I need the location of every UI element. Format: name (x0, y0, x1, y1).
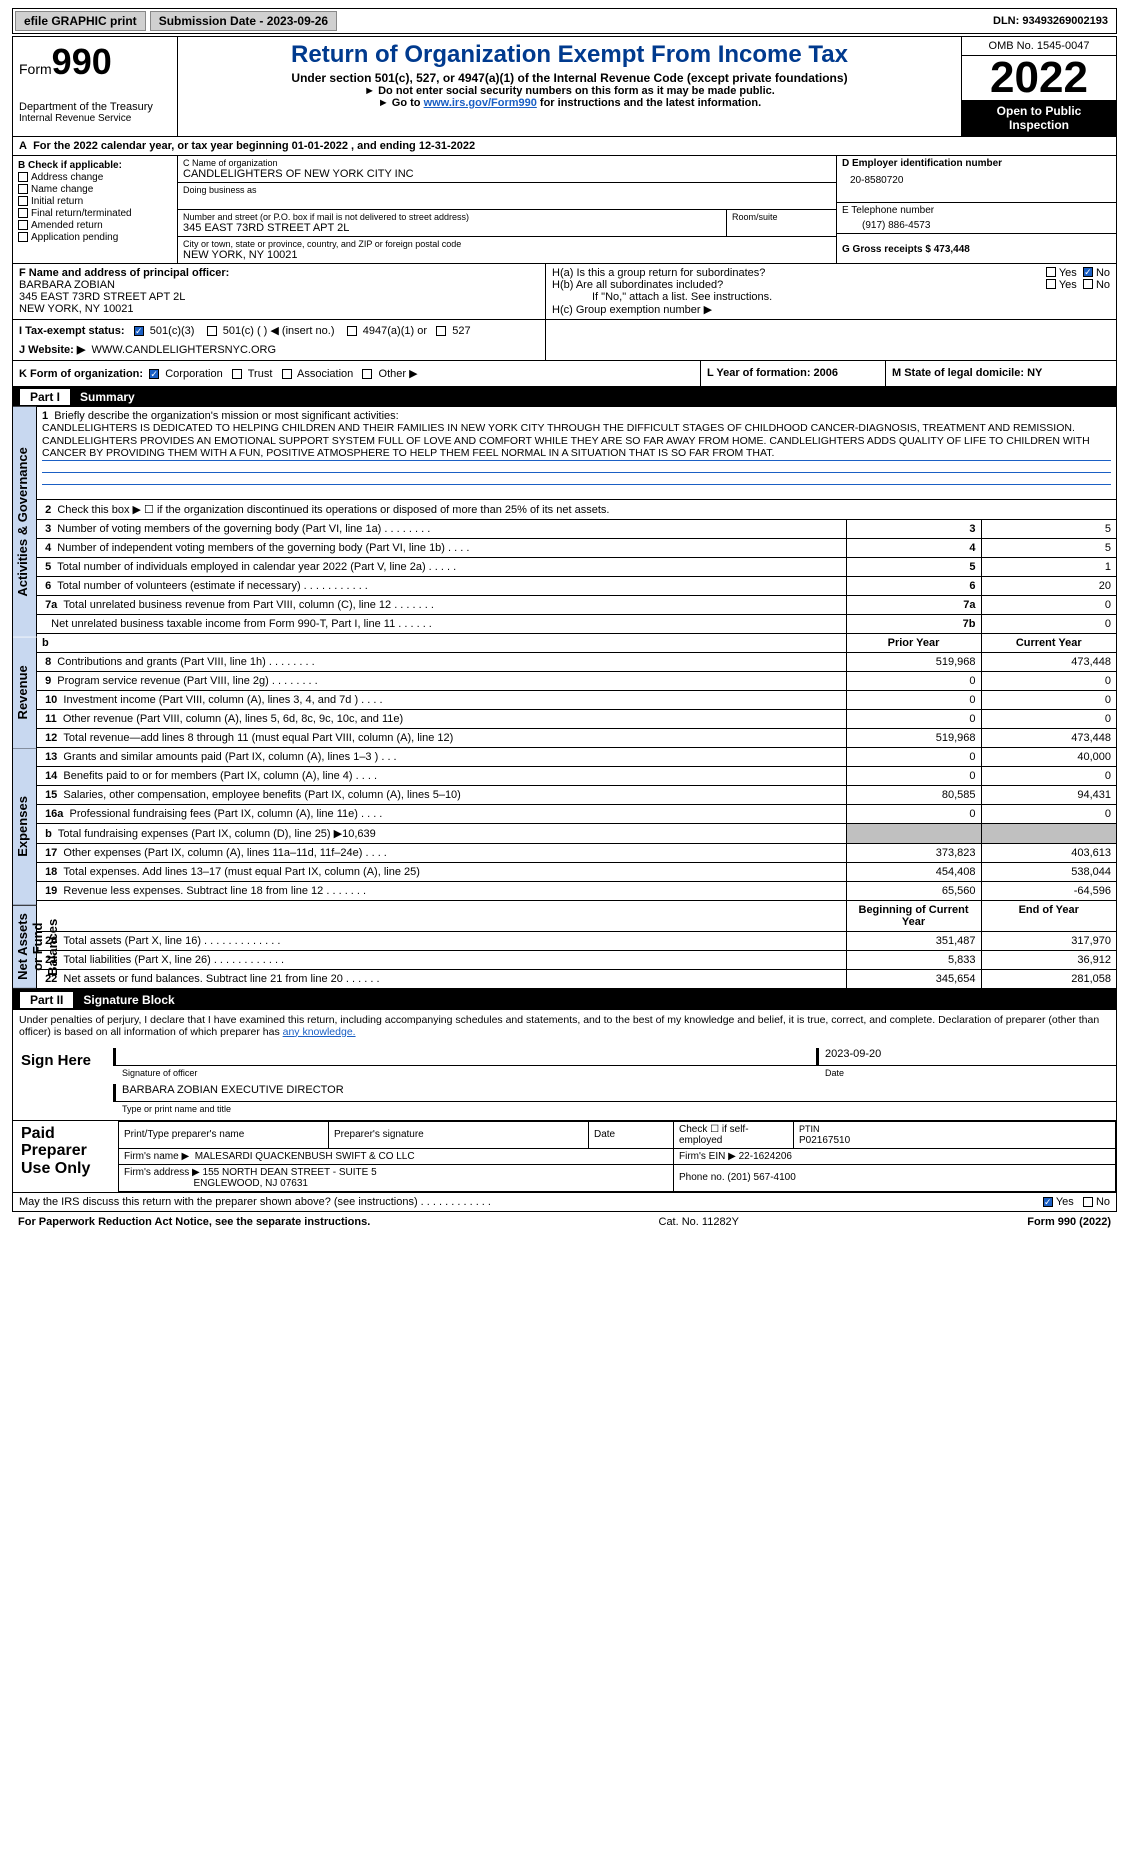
firm-phone: (201) 567-4100 (727, 1172, 795, 1183)
org-name: CANDLELIGHTERS OF NEW YORK CITY INC (183, 168, 831, 180)
submission-date-button[interactable]: Submission Date - 2023-09-26 (150, 11, 337, 31)
sig-date: 2023-09-20 (816, 1048, 1116, 1066)
city-value: NEW YORK, NY 10021 (183, 249, 831, 261)
city-label: City or town, state or province, country… (183, 239, 831, 249)
firm-addr2: ENGLEWOOD, NJ 07631 (193, 1178, 307, 1189)
state-domicile: M State of legal domicile: NY (886, 361, 1116, 386)
room-label: Room/suite (732, 212, 831, 222)
part-i-header: Part ISummary (12, 387, 1117, 407)
org-name-label: C Name of organization (183, 158, 831, 168)
phone-value: (917) 886-4573 (842, 216, 1111, 231)
officer-addr1: 345 EAST 73RD STREET APT 2L (19, 291, 539, 303)
form-subtitle-1: Under section 501(c), 527, or 4947(a)(1)… (184, 71, 955, 85)
dln-label: DLN: 93493269002193 (993, 15, 1116, 27)
527-checkbox[interactable] (436, 326, 446, 336)
ein-label: D Employer identification number (842, 158, 1111, 169)
firm-ein: 22-1624206 (739, 1151, 792, 1162)
footer-line: For Paperwork Reduction Act Notice, see … (12, 1212, 1117, 1232)
501c-checkbox[interactable] (207, 326, 217, 336)
assoc-checkbox[interactable] (282, 369, 292, 379)
gross-receipts: G Gross receipts $ 473,448 (842, 244, 1111, 255)
paid-preparer-label: Paid Preparer Use Only (13, 1121, 118, 1192)
form-header: Form990 Department of the Treasury Inter… (12, 36, 1117, 137)
officer-printed-name: BARBARA ZOBIAN EXECUTIVE DIRECTOR (113, 1084, 1116, 1102)
h-a-label: H(a) Is this a group return for subordin… (552, 267, 1046, 279)
discuss-no-checkbox[interactable] (1083, 1197, 1093, 1207)
501c3-checkbox[interactable] (134, 326, 144, 336)
ha-yes-checkbox[interactable] (1046, 267, 1056, 277)
entity-section: B Check if applicable: Address change Na… (12, 156, 1117, 264)
tax-year: 2022 (962, 56, 1116, 100)
ein-value: 20-8580720 (842, 169, 1111, 200)
top-toolbar: efile GRAPHIC print Submission Date - 20… (12, 8, 1117, 34)
other-checkbox[interactable] (362, 369, 372, 379)
signature-block: Under penalties of perjury, I declare th… (12, 1010, 1117, 1212)
officer-addr2: NEW YORK, NY 10021 (19, 303, 539, 315)
treasury-dept: Department of the Treasury (19, 101, 171, 113)
sign-here-label: Sign Here (13, 1042, 113, 1120)
application-pending-checkbox[interactable] (18, 232, 28, 242)
officer-name: BARBARA ZOBIAN (19, 279, 539, 291)
column-c-org-info: C Name of organization CANDLELIGHTERS OF… (178, 156, 836, 263)
summary-body: Activities & Governance Revenue Expenses… (12, 407, 1117, 990)
sidebar-revenue: Revenue (13, 637, 37, 749)
hb-yes-checkbox[interactable] (1046, 279, 1056, 289)
corp-checkbox[interactable] (149, 369, 159, 379)
column-d-e-g: D Employer identification number 20-8580… (836, 156, 1116, 263)
irs-label: Internal Revenue Service (19, 113, 171, 124)
trust-checkbox[interactable] (232, 369, 242, 379)
form990-link[interactable]: www.irs.gov/Form990 (424, 97, 537, 109)
summary-table: 1 Briefly describe the organization's mi… (37, 407, 1116, 989)
firm-addr1: 155 NORTH DEAN STREET - SUITE 5 (203, 1167, 377, 1178)
officer-label: F Name and address of principal officer: (19, 267, 539, 279)
form-title: Return of Organization Exempt From Incom… (184, 41, 955, 69)
part-ii-header: Part IISignature Block (12, 990, 1117, 1010)
mission-text: CANDLELIGHTERS IS DEDICATED TO HELPING C… (42, 422, 1111, 460)
section-k-l-m: K Form of organization: Corporation Trus… (12, 361, 1117, 387)
penalty-text: Under penalties of perjury, I declare th… (13, 1010, 1116, 1042)
column-b-checkboxes: B Check if applicable: Address change Na… (13, 156, 178, 263)
line-2: Check this box ▶ ☐ if the organization d… (57, 504, 609, 516)
4947-checkbox[interactable] (347, 326, 357, 336)
h-b-label: H(b) Are all subordinates included? (552, 279, 1046, 291)
name-change-checkbox[interactable] (18, 184, 28, 194)
h-c-label: H(c) Group exemption number ▶ (552, 303, 1110, 316)
sidebar-activities: Activities & Governance (13, 407, 37, 637)
discuss-yes-checkbox[interactable] (1043, 1197, 1053, 1207)
phone-label: E Telephone number (842, 205, 1111, 216)
sidebar-net-assets: Net Assets or Fund Balances (13, 906, 37, 989)
final-return-checkbox[interactable] (18, 208, 28, 218)
website-value: WWW.CANDLELIGHTERSNYC.ORG (91, 344, 276, 356)
amended-return-checkbox[interactable] (18, 220, 28, 230)
paid-preparer-block: Paid Preparer Use Only Print/Type prepar… (13, 1120, 1116, 1192)
ha-no-checkbox[interactable] (1083, 267, 1093, 277)
open-to-public: Open to Public Inspection (962, 100, 1116, 136)
line-a: A For the 2022 calendar year, or tax yea… (12, 137, 1117, 156)
section-f-h: F Name and address of principal officer:… (12, 264, 1117, 320)
dba-label: Doing business as (183, 185, 831, 195)
street-value: 345 EAST 73RD STREET APT 2L (183, 222, 721, 234)
efile-print-button[interactable]: efile GRAPHIC print (15, 11, 146, 31)
form-number: Form990 (19, 41, 171, 83)
discuss-row: May the IRS discuss this return with the… (13, 1192, 1116, 1211)
any-knowledge-link[interactable]: any knowledge. (283, 1026, 356, 1038)
address-change-checkbox[interactable] (18, 172, 28, 182)
h-b-note: If "No," attach a list. See instructions… (552, 291, 1110, 303)
hb-no-checkbox[interactable] (1083, 279, 1093, 289)
firm-name: MALESARDI QUACKENBUSH SWIFT & CO LLC (195, 1151, 415, 1162)
tax-status-row: I Tax-exempt status: 501(c)(3) 501(c) ( … (19, 324, 539, 337)
form-of-org-row: K Form of organization: Corporation Trus… (13, 361, 701, 386)
initial-return-checkbox[interactable] (18, 196, 28, 206)
form-subtitle-2: Do not enter social security numbers on … (184, 85, 955, 97)
sidebar-expenses: Expenses (13, 749, 37, 906)
year-formation: L Year of formation: 2006 (701, 361, 886, 386)
street-label: Number and street (or P.O. box if mail i… (183, 212, 721, 222)
mission-label: Briefly describe the organization's miss… (54, 410, 398, 422)
form-subtitle-3: Go to www.irs.gov/Form990 for instructio… (184, 97, 955, 109)
section-i-j: I Tax-exempt status: 501(c)(3) 501(c) ( … (12, 320, 1117, 361)
